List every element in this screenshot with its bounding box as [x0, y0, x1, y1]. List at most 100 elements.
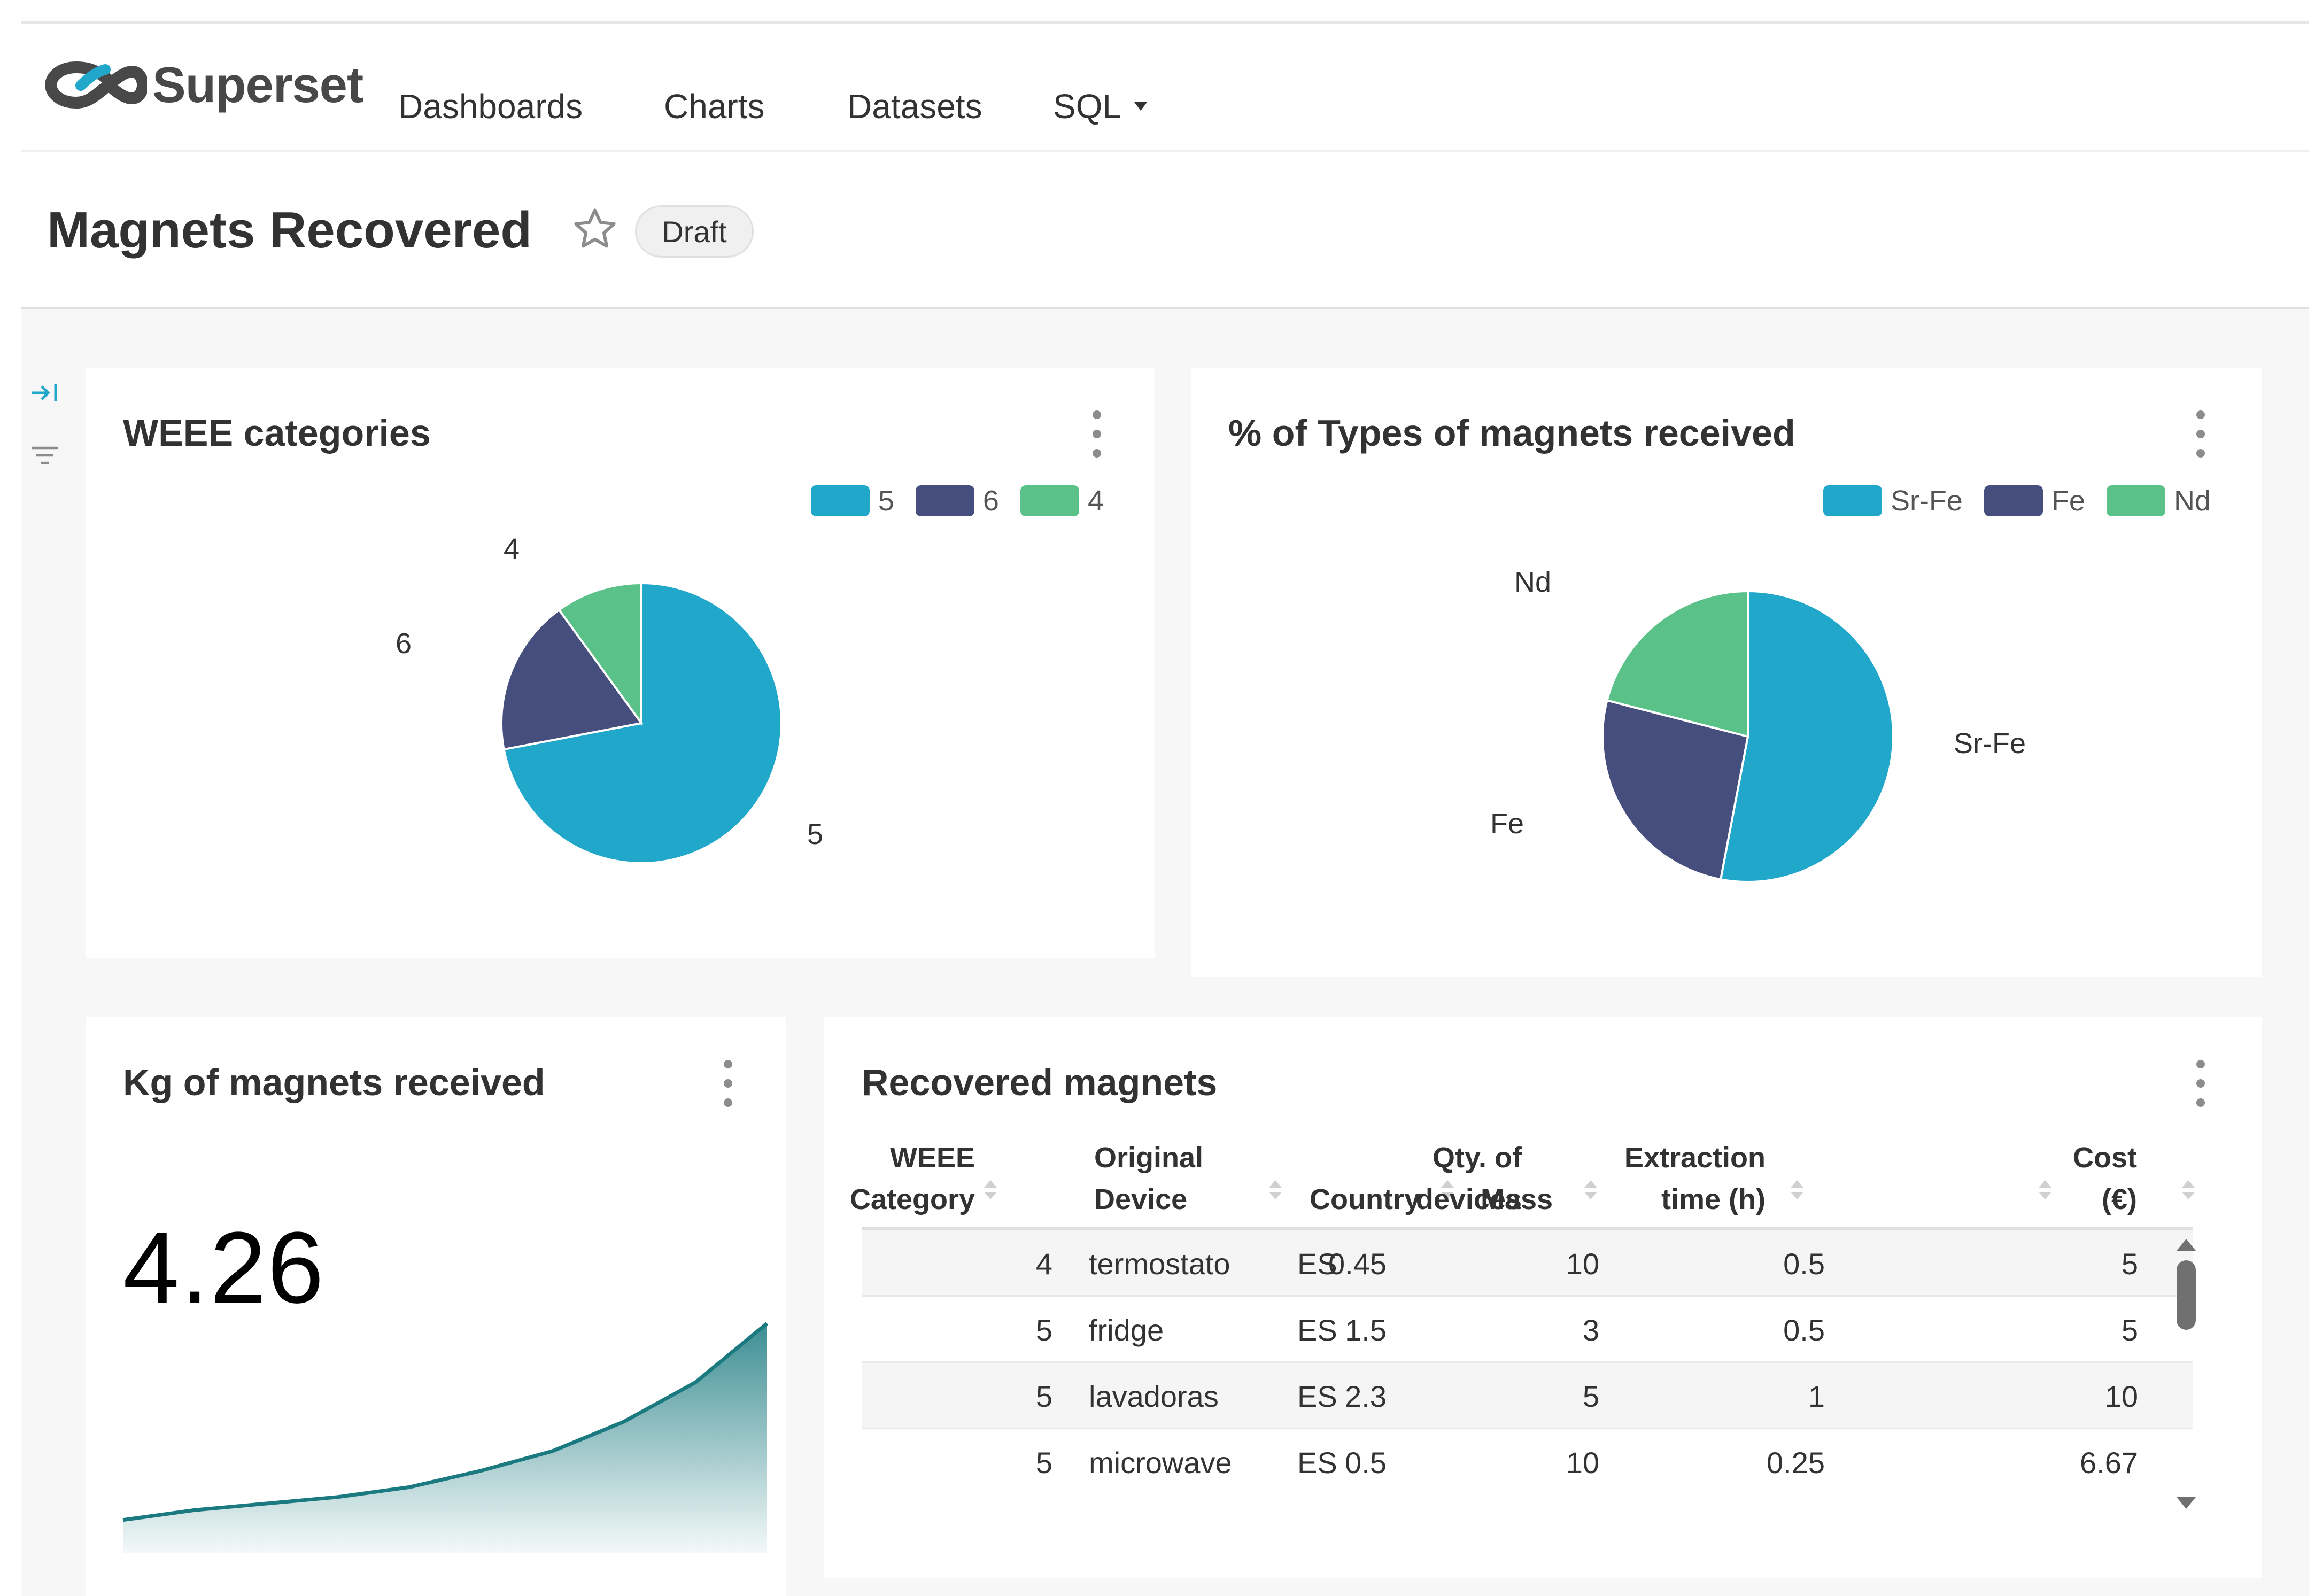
- trendline-chart: [122, 1322, 769, 1553]
- sort-icon[interactable]: [2038, 1180, 2053, 1204]
- cell-qty: 10: [1566, 1247, 1599, 1281]
- status-badge[interactable]: Draft: [635, 205, 754, 258]
- cell-mass: 1.5: [1345, 1313, 1387, 1347]
- recovered-magnets-card: Recovered magnets WEEE Category Original…: [824, 1017, 2262, 1578]
- dashboard-header: Magnets Recovered Draft: [21, 152, 2309, 309]
- header-line: Device: [1094, 1183, 1188, 1215]
- legend-item[interactable]: Fe: [1984, 484, 2085, 517]
- caret-down-icon: [1134, 102, 1148, 111]
- card-menu-icon[interactable]: [2194, 1060, 2207, 1119]
- legend-swatch: [810, 485, 870, 516]
- legend-swatch: [915, 485, 974, 516]
- pie-slice-fe[interactable]: [1601, 699, 1749, 881]
- nav-datasets[interactable]: Datasets: [847, 87, 982, 126]
- legend-label: 5: [878, 485, 894, 517]
- pie-slice-nd[interactable]: [1606, 590, 1749, 738]
- pie-slice-4[interactable]: [558, 582, 642, 727]
- legend-item[interactable]: 4: [1020, 484, 1104, 517]
- cell-country: ES: [1297, 1247, 1337, 1281]
- legend-label: 6: [982, 485, 999, 517]
- pie-label-4: 4: [504, 533, 520, 565]
- scroll-up-arrow-icon[interactable]: [2177, 1239, 2196, 1251]
- table-row[interactable]: 4 termostato ES 0.45 10 0.5 5: [862, 1230, 2193, 1297]
- sort-icon[interactable]: [1440, 1180, 1455, 1204]
- header-weee-category[interactable]: WEEE Category: [850, 1137, 975, 1220]
- nav-charts[interactable]: Charts: [664, 87, 765, 126]
- header-line: Extraction: [1624, 1142, 1766, 1174]
- cell-cost: 5: [2121, 1247, 2138, 1281]
- nav-dashboards[interactable]: Dashboards: [398, 87, 583, 126]
- header-line: Cost: [2073, 1142, 2137, 1174]
- star-icon[interactable]: [571, 205, 619, 253]
- cell-mass: 2.3: [1345, 1380, 1387, 1413]
- header-line: Original: [1094, 1142, 1204, 1174]
- cell-category: 5: [1035, 1380, 1052, 1413]
- weee-categories-card: WEEE categories 5 6 4 4 6 5: [86, 368, 1155, 958]
- header-cost[interactable]: Cost (€): [2073, 1137, 2137, 1220]
- dashboard-content: WEEE categories 5 6 4 4 6 5 % of Types o…: [21, 309, 2309, 1596]
- card-menu-icon[interactable]: [722, 1060, 734, 1119]
- legend-item[interactable]: 6: [915, 484, 999, 517]
- expand-filters-icon[interactable]: [30, 381, 60, 405]
- trendline-area: [123, 1323, 767, 1553]
- cell-qty: 5: [1582, 1380, 1599, 1413]
- header-line: devices: [1415, 1183, 1522, 1215]
- weee-legend: 5 6 4: [789, 484, 1104, 517]
- pie-slice-6[interactable]: [500, 608, 644, 751]
- trendline-line: [122, 1322, 769, 1522]
- cell-time: 0.5: [1783, 1313, 1825, 1347]
- cell-time: 0.5: [1783, 1247, 1825, 1281]
- scroll-down-arrow-icon[interactable]: [2177, 1497, 2196, 1509]
- table-scrollbar[interactable]: [2177, 1260, 2196, 1330]
- sort-icon[interactable]: [1583, 1180, 1598, 1204]
- cell-device: fridge: [1089, 1313, 1164, 1347]
- pie-label-nd: Nd: [1514, 566, 1552, 598]
- big-number-value: 4.26: [123, 1211, 325, 1324]
- pie-label-6: 6: [396, 627, 412, 660]
- card-menu-icon[interactable]: [2194, 410, 2207, 469]
- header-extraction-time[interactable]: Extraction time (h): [1624, 1137, 1766, 1220]
- legend-swatch: [1020, 485, 1079, 516]
- card-menu-icon[interactable]: [1090, 410, 1103, 469]
- top-border: [21, 21, 2309, 24]
- header-line: Category: [849, 1183, 975, 1215]
- weee-categories-title: WEEE categories: [123, 412, 431, 454]
- sort-icon[interactable]: [983, 1180, 998, 1204]
- nav-sql-label: SQL: [1053, 87, 1122, 126]
- recovered-magnets-title: Recovered magnets: [862, 1062, 1218, 1103]
- cell-qty: 3: [1582, 1313, 1599, 1347]
- legend-swatch: [1984, 485, 2043, 516]
- magnet-types-pie-chart: [1601, 590, 1894, 883]
- header-mass[interactable]: Mass: [1481, 1183, 1553, 1215]
- legend-label: Sr-Fe: [1890, 485, 1963, 517]
- filter-icon[interactable]: [30, 443, 60, 469]
- pie-label-fe: Fe: [1490, 808, 1524, 840]
- legend-item[interactable]: Nd: [2106, 484, 2211, 517]
- legend-item[interactable]: 5: [810, 484, 894, 517]
- table-row[interactable]: 5 lavadoras ES 2.3 5 1 10: [862, 1363, 2193, 1429]
- cell-time: 0.25: [1767, 1446, 1825, 1479]
- header-original-device[interactable]: Original Device: [1094, 1137, 1203, 1220]
- pie-slice-sr-fe[interactable]: [1719, 590, 1894, 883]
- sort-icon[interactable]: [1268, 1180, 1283, 1204]
- nav-sql-menu[interactable]: SQL: [1053, 87, 1148, 126]
- table-header-divider: [862, 1227, 2193, 1230]
- sort-icon[interactable]: [2181, 1180, 2196, 1204]
- sort-icon[interactable]: [1790, 1180, 1805, 1204]
- table-row[interactable]: 5 fridge ES 1.5 3 0.5 5: [862, 1297, 2193, 1363]
- header-qty-devices[interactable]: Qty. of devices: [1416, 1137, 1522, 1220]
- cell-device: lavadoras: [1089, 1380, 1219, 1413]
- cell-mass: 0.45: [1328, 1247, 1387, 1281]
- pie-label-5: 5: [807, 818, 824, 850]
- brand-name: Superset: [152, 57, 363, 113]
- legend-item[interactable]: Sr-Fe: [1823, 484, 1963, 517]
- dashboard-title[interactable]: Magnets Recovered: [47, 202, 532, 259]
- header-line: time (h): [1661, 1183, 1766, 1215]
- cell-country: ES: [1297, 1313, 1337, 1347]
- cell-category: 5: [1035, 1446, 1052, 1479]
- table-row[interactable]: 5 microwave ES 0.5 10 0.25 6.67: [862, 1429, 2193, 1496]
- legend-swatch: [2106, 485, 2165, 516]
- header-country[interactable]: Country: [1310, 1183, 1420, 1215]
- brand[interactable]: Superset: [45, 53, 363, 117]
- cell-country: ES: [1297, 1446, 1337, 1479]
